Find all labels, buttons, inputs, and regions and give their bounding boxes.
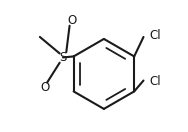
Text: O: O xyxy=(67,14,76,27)
Text: O: O xyxy=(41,81,50,94)
Text: Cl: Cl xyxy=(149,75,161,88)
Text: S: S xyxy=(59,51,67,64)
Text: Cl: Cl xyxy=(149,29,161,42)
